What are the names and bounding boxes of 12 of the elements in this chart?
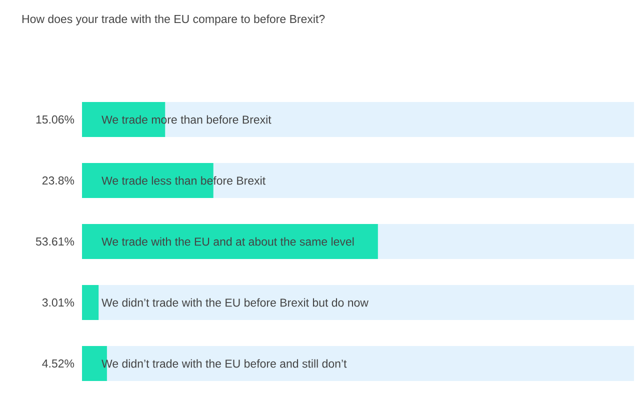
y-tick-label: We trade with the EU and at about the same level — [102, 237, 354, 246]
y-tick-label: We didn’t trade with the EU before Brexit but do now — [102, 298, 368, 307]
data-label: 3.01% — [42, 298, 74, 307]
data-label: 23.8% — [42, 176, 74, 185]
data-label: 4.52% — [42, 359, 74, 368]
data-label: 15.06% — [36, 115, 74, 124]
bar — [82, 285, 99, 320]
bar — [378, 224, 634, 260]
bar — [82, 224, 378, 260]
bar — [98, 285, 634, 320]
data-label: 53.61% — [36, 237, 74, 246]
chart-title: How does your trade with the EU compare to before Brexit? — [22, 14, 325, 26]
